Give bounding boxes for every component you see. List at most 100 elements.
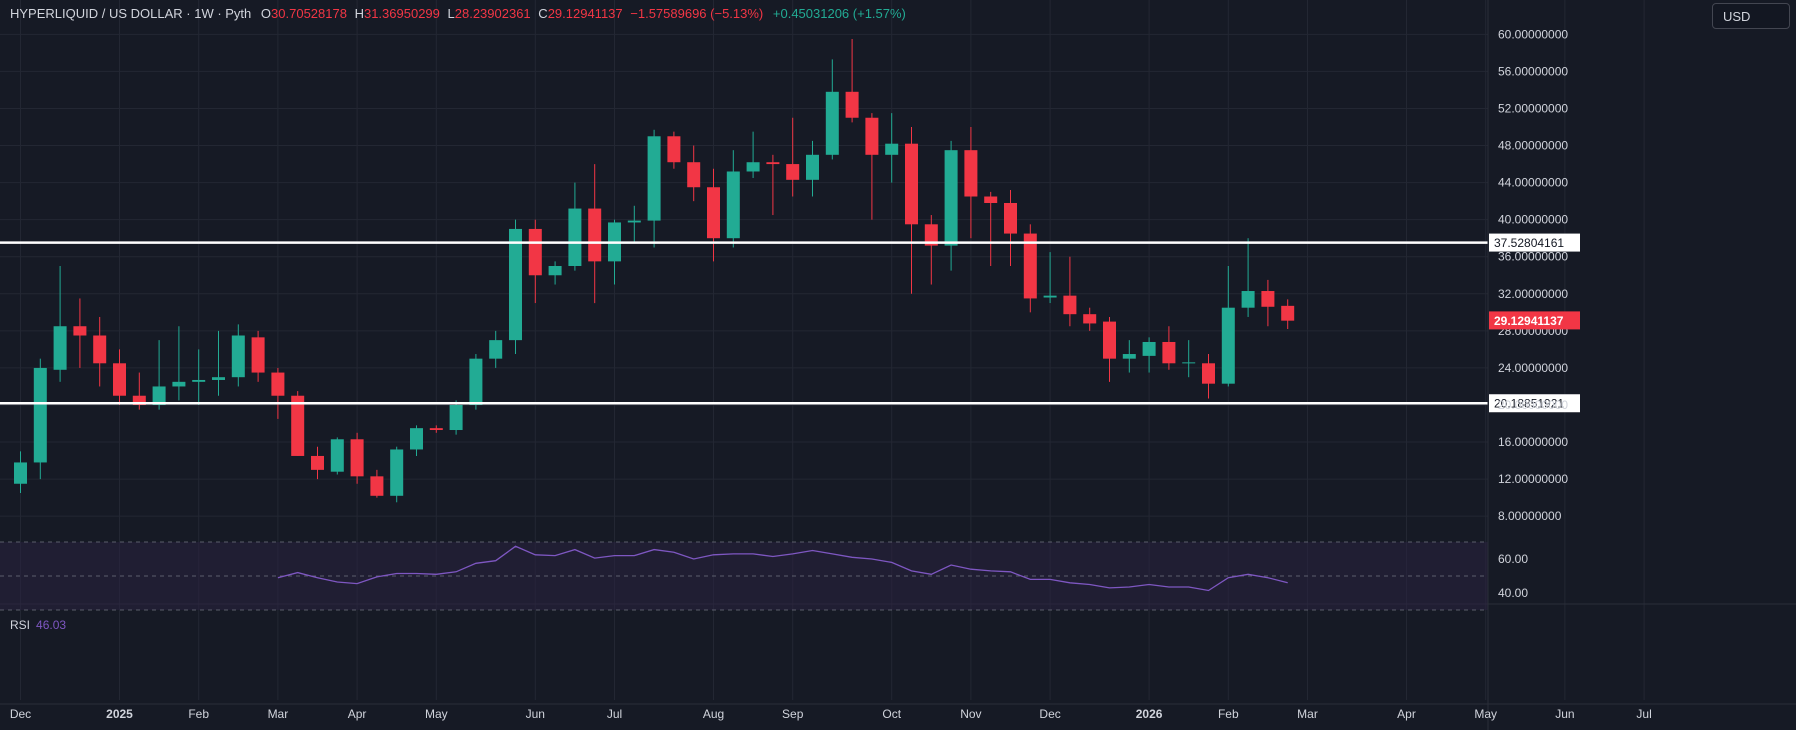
candle-up <box>469 354 483 410</box>
low-value: 28.23902361 <box>454 6 531 21</box>
x-tick-label: Dec <box>1039 707 1060 721</box>
candle-body <box>291 395 305 456</box>
candle-down <box>786 117 800 197</box>
candle-down <box>93 316 107 387</box>
candle-body <box>231 335 245 378</box>
last-price-label: 29.12941137 <box>1494 314 1564 328</box>
candle-body <box>172 381 186 387</box>
last-price-tag <box>1489 311 1580 330</box>
candle-body <box>192 379 206 382</box>
candle-body <box>73 326 87 336</box>
candle-body <box>410 428 423 450</box>
candles <box>14 38 1295 503</box>
rsi-name[interactable]: RSI <box>10 618 31 632</box>
candle-down <box>291 391 305 456</box>
candle-down <box>1004 190 1017 267</box>
candle-body <box>1103 321 1116 359</box>
candle-body <box>33 367 47 463</box>
currency-button[interactable]: USD <box>1712 3 1790 29</box>
extended-change-value: +0.45031206 (+1.57%) <box>772 6 906 21</box>
candle-up <box>806 140 819 197</box>
candle-body <box>1023 233 1037 299</box>
x-tick-label: Nov <box>960 707 981 721</box>
x-tick-label: May <box>1474 707 1497 721</box>
candle-up <box>1241 238 1255 317</box>
candle-down <box>984 191 998 267</box>
candle-up <box>885 113 899 183</box>
candle-down <box>766 154 780 216</box>
x-tick-label: Feb <box>1218 707 1239 721</box>
x-tick-label: Dec <box>10 707 31 721</box>
candle-up <box>1182 340 1196 378</box>
candle-body <box>1261 291 1275 307</box>
candle-down <box>73 298 87 368</box>
candle-down <box>1103 316 1116 382</box>
x-tick-label: Aug <box>703 707 724 721</box>
candle-body <box>152 386 166 405</box>
candle-body <box>132 395 146 405</box>
candle-down <box>429 425 443 433</box>
y-tick-label: 44.00000000 <box>1498 176 1568 190</box>
candle-body <box>647 136 661 221</box>
x-tick-label: Sep <box>782 707 804 721</box>
candle-up <box>449 400 463 435</box>
candle-body <box>311 455 324 470</box>
candle-body <box>746 162 760 172</box>
candle-down <box>687 145 701 202</box>
candle-up <box>548 261 562 285</box>
candle-up <box>825 59 839 160</box>
x-tick-label: Jul <box>607 707 622 721</box>
candle-body <box>924 224 938 246</box>
high-label: H <box>354 6 364 21</box>
candle-body <box>251 337 265 373</box>
candle-up <box>14 451 27 494</box>
candle-body <box>390 449 404 496</box>
x-tick-label: Jul <box>1636 707 1651 721</box>
candle-down <box>528 219 542 304</box>
candle-body <box>964 150 978 197</box>
open-value: 30.70528178 <box>271 6 347 21</box>
candle-body <box>944 150 958 246</box>
x-tick-label: 2026 <box>1136 707 1163 721</box>
candle-body <box>1083 314 1097 324</box>
candle-up <box>192 349 206 405</box>
price-axis[interactable]: 8.00000000 12.00000000 16.00000000 20.00000… <box>1487 0 1580 730</box>
candle-down <box>251 330 265 382</box>
candle-body <box>726 171 740 239</box>
candle-body <box>509 228 522 341</box>
candle-body <box>667 136 681 163</box>
rsi-legend: RSI 46.03 <box>10 618 66 632</box>
candle-down <box>667 131 681 169</box>
candle-up <box>1221 266 1235 387</box>
rsi-tick-label: 60.00 <box>1498 552 1528 566</box>
open-label: O <box>260 6 272 21</box>
candle-body <box>489 340 503 359</box>
candle-body <box>1142 341 1156 356</box>
candle-body <box>1182 362 1196 364</box>
horizontal-level-tag <box>1489 233 1580 252</box>
candle-up <box>53 266 67 382</box>
x-tick-label: Feb <box>188 707 209 721</box>
candle-down <box>350 432 364 484</box>
candle-body <box>588 208 602 262</box>
y-tick-label: 48.00000000 <box>1498 139 1568 153</box>
candle-down <box>1281 299 1295 330</box>
x-tick-label: 2025 <box>106 707 133 721</box>
x-tick-label: Jun <box>526 707 545 721</box>
candle-down <box>865 113 879 220</box>
y-tick-label: 16.00000000 <box>1498 435 1568 449</box>
candle-body <box>469 358 483 405</box>
candle-up <box>746 131 760 178</box>
candle-up <box>944 140 958 271</box>
candle-down <box>1063 256 1077 327</box>
horizontal-level-label: 37.52804161 <box>1494 236 1564 250</box>
candle-up <box>509 219 522 355</box>
symbol-title[interactable]: HYPERLIQUID / US DOLLAR · 1W · Pyth <box>10 6 252 21</box>
candle-body <box>1202 363 1215 384</box>
time-axis[interactable]: Dec 2025 Feb Mar Apr May Jun Jul Aug Sep Oct Nov Dec… <box>10 707 1652 721</box>
candle-body <box>429 428 443 431</box>
candle-body <box>528 228 542 276</box>
horizontal-levels[interactable]: 37.52804161 20.18851921 <box>0 233 1580 413</box>
candle-up <box>726 150 740 248</box>
